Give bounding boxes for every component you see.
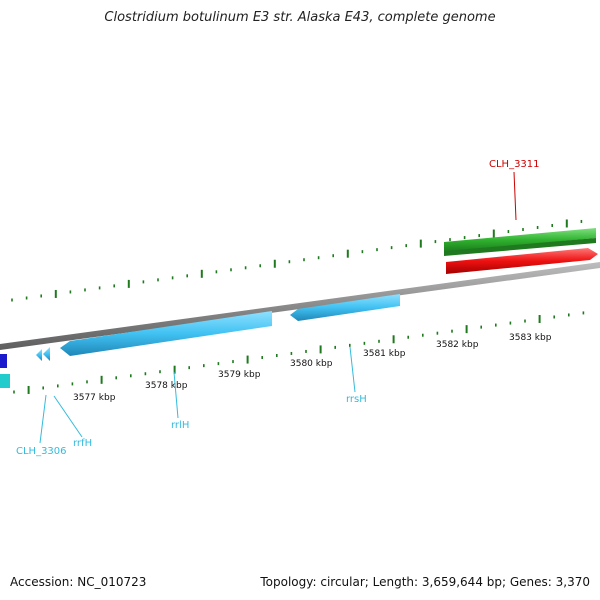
- outer-tick-track: [11, 219, 583, 302]
- tick-label-3583: 3583 kbp: [509, 333, 552, 343]
- tick-label-3578: 3578 kbp: [145, 381, 188, 391]
- map-title: Clostridium botulinum E3 str. Alaska E43…: [104, 10, 496, 25]
- tick-label-3581: 3581 kbp: [363, 349, 406, 359]
- tick-label-3577: 3577 kbp: [73, 393, 116, 403]
- rrfH-leader-line: [53, 395, 83, 438]
- accession-text: Accession: NC_010723: [10, 575, 147, 589]
- clh3311-label: CLH_3311: [489, 159, 540, 170]
- genome-backbone: [0, 262, 600, 350]
- cds-forward-green-arrow: [444, 228, 596, 252]
- rrlH-label: rrlH: [171, 420, 189, 431]
- tick-label-3579: 3579 kbp: [218, 370, 261, 380]
- inner-tick-track: [13, 311, 585, 394]
- clh3311-leader-line: [513, 171, 517, 221]
- rrsH-leader-line: [349, 346, 356, 393]
- cds-reverse-red-arrow: [446, 248, 598, 274]
- rrfH-feature-arrow: [43, 347, 50, 361]
- tick-label-3580: 3580 kbp: [290, 359, 333, 369]
- tick-label-3582: 3582 kbp: [436, 340, 479, 350]
- clh3306-leader-line: [39, 394, 47, 444]
- clh3306-feature-arrow: [36, 349, 42, 361]
- rrlH-leader-line: [173, 371, 179, 419]
- cds-cyan-partial: [0, 374, 10, 388]
- rrsH-label: rrsH: [346, 394, 367, 405]
- clh3306-label: CLH_3306: [16, 446, 67, 457]
- rrfH-label: rrfH: [73, 438, 92, 449]
- cds-forward-green-arrow-2: [444, 238, 596, 256]
- cds-blue-partial: [0, 354, 7, 368]
- rrlH-feature-arrow: [60, 311, 272, 356]
- genome-summary-text: Topology: circular; Length: 3,659,644 bp…: [260, 575, 590, 589]
- rrsH-feature-arrow: [290, 294, 400, 321]
